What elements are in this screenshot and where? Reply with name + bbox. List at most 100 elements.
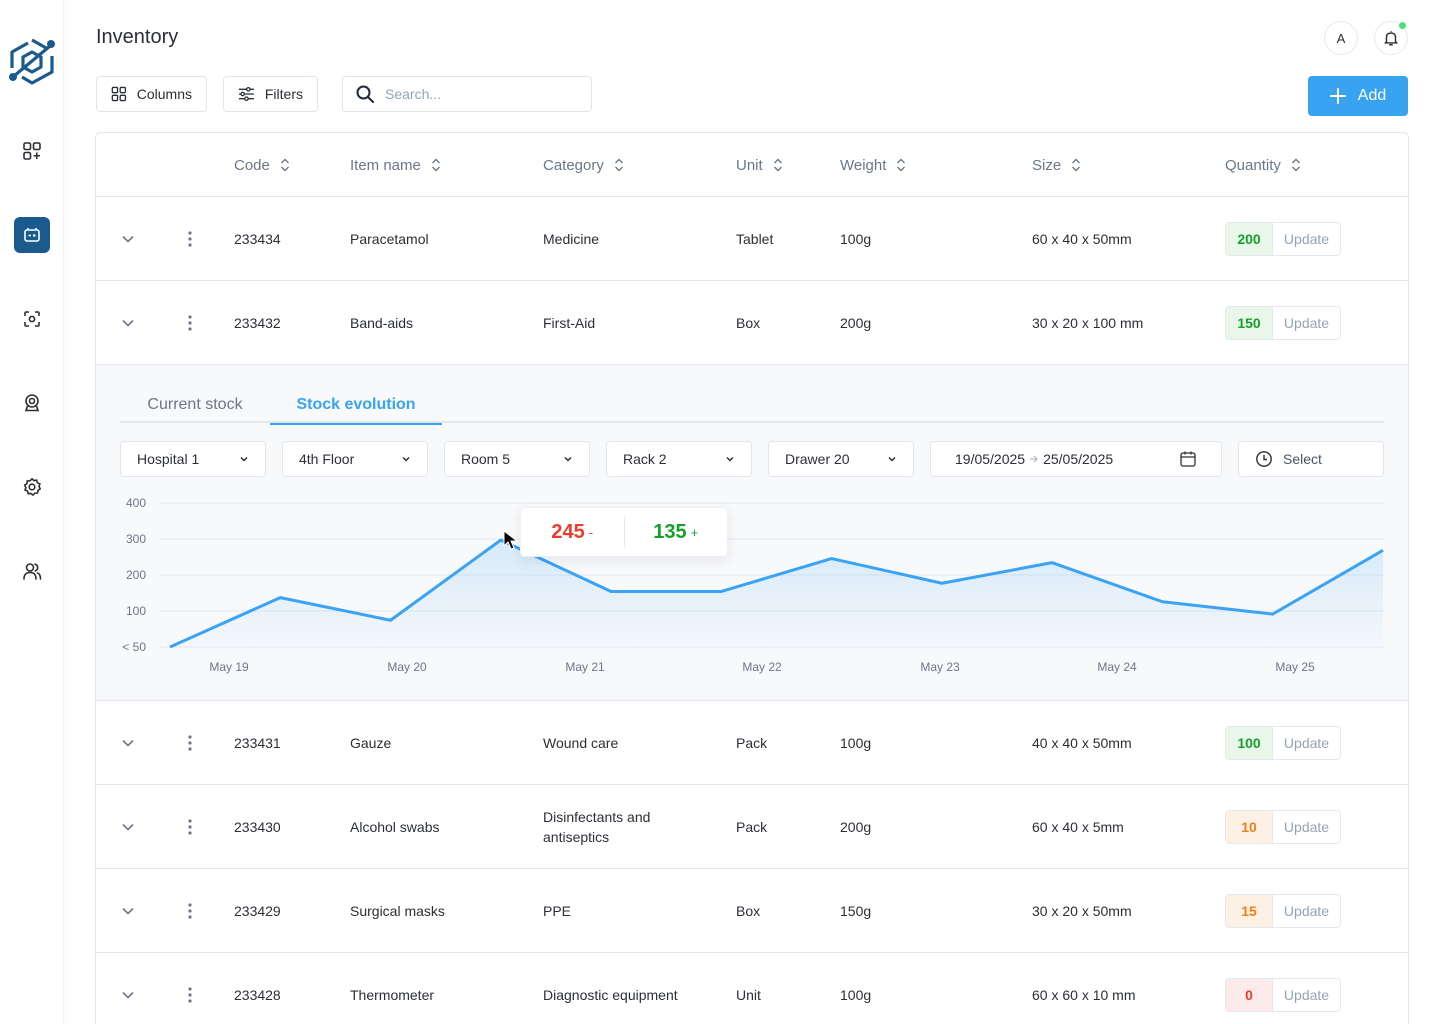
table-row[interactable]: 233429 Surgical masks PPE Box 150g 30 x … (96, 869, 1408, 953)
table-row[interactable]: 233431 Gauze Wound care Pack 100g 40 x 4… (96, 701, 1408, 785)
update-button[interactable]: Update (1272, 307, 1340, 339)
logo-icon[interactable] (8, 36, 56, 86)
tab-current-stock[interactable]: Current stock (147, 396, 243, 413)
expand-row-button[interactable] (120, 869, 136, 952)
stock-in-sign: + (690, 524, 699, 540)
stock-out-value: 245 (551, 520, 585, 543)
tab-stock-evolution[interactable]: Stock evolution (270, 387, 442, 425)
more-vertical-icon (188, 230, 192, 247)
cell-code: 233428 (234, 986, 281, 1003)
update-button[interactable]: Update (1272, 895, 1340, 927)
columns-button[interactable]: Columns (96, 76, 207, 112)
y-tick: 300 (125, 532, 146, 546)
cell-code: 233431 (234, 734, 281, 751)
stock-out: 245 - (521, 521, 624, 544)
row-menu-button[interactable] (188, 197, 196, 280)
expand-row-button[interactable] (120, 701, 136, 784)
sliders-icon (238, 86, 254, 102)
quantity-control: 0 Update (1225, 978, 1341, 1012)
cell-unit: Tablet (736, 230, 774, 247)
sidebar-item-users[interactable] (14, 553, 50, 589)
update-button[interactable]: Update (1272, 811, 1340, 843)
arrow-right-icon (1030, 455, 1038, 463)
table-row[interactable]: 233428 Thermometer Diagnostic equipment … (96, 953, 1408, 1024)
x-tick: May 20 (387, 660, 427, 674)
room-select[interactable]: Room 5 (444, 441, 590, 477)
update-button[interactable]: Update (1272, 223, 1340, 255)
column-header-code[interactable]: Code (234, 133, 290, 197)
chevron-down-icon (122, 991, 134, 999)
sort-icon (773, 158, 782, 172)
sidebar-item-camera[interactable] (14, 385, 50, 421)
sort-icon (280, 158, 289, 172)
column-label: Unit (736, 156, 763, 174)
cell-weight: 200g (840, 818, 872, 835)
quantity-badge: 200 (1226, 223, 1272, 255)
scan-icon (24, 311, 40, 327)
row-menu-button[interactable] (188, 281, 196, 364)
quantity-control: 150 Update (1225, 306, 1341, 340)
cell-unit: Box (736, 902, 761, 919)
expand-row-button[interactable] (120, 785, 136, 868)
cell-item-name: Alcohol swabs (350, 818, 440, 835)
column-header-weight[interactable]: Weight (840, 133, 906, 197)
date-from: 19/05/2025 (955, 451, 1026, 467)
plus-icon (1329, 88, 1346, 104)
quantity-control: 100 Update (1225, 726, 1341, 760)
cell-category: Diagnostic equipment (543, 986, 678, 1003)
row-menu-button[interactable] (188, 701, 196, 784)
update-button[interactable]: Update (1272, 727, 1340, 759)
table-row[interactable]: 233430 Alcohol swabs Disinfectants and a… (96, 785, 1408, 869)
clock-icon (1256, 451, 1272, 467)
column-header-quantity[interactable]: Quantity (1225, 133, 1301, 197)
chevron-down-icon (402, 456, 410, 462)
row-menu-button[interactable] (188, 785, 196, 868)
add-button[interactable]: Add (1308, 76, 1408, 116)
stock-in-value: 135 (653, 520, 687, 543)
sidebar-item-dashboard[interactable] (14, 133, 50, 169)
y-tick: < 50 (122, 640, 146, 654)
expand-row-button[interactable] (120, 197, 136, 280)
quantity-badge: 15 (1226, 895, 1272, 927)
table-row[interactable]: 233432 Band-aids First-Aid Box 200g 30 x… (96, 281, 1408, 365)
x-tick: May 25 (1275, 660, 1315, 674)
date-range-picker[interactable]: 19/05/2025 25/05/2025 (930, 441, 1222, 477)
header-actions: A (1324, 21, 1408, 55)
expand-row-button[interactable] (120, 953, 136, 1024)
sidebar-item-inventory[interactable] (14, 217, 50, 253)
quantity-badge: 0 (1226, 979, 1272, 1011)
column-header-unit[interactable]: Unit (736, 133, 783, 197)
avatar[interactable]: A (1324, 21, 1358, 55)
chevron-down-icon (122, 319, 134, 327)
rack-select[interactable]: Rack 2 (606, 441, 752, 477)
time-select[interactable]: Select (1238, 441, 1384, 477)
cell-unit: Box (736, 314, 761, 331)
hospital-select[interactable]: Hospital 1 (120, 441, 266, 477)
stock-details-panel: Current stock Stock evolution Hospital 1… (96, 365, 1408, 701)
table-row[interactable]: 233434 Paracetamol Medicine Tablet 100g … (96, 197, 1408, 281)
x-tick: May 19 (209, 660, 249, 674)
sort-icon (614, 158, 623, 172)
column-header-category[interactable]: Category (543, 133, 624, 197)
update-button[interactable]: Update (1272, 979, 1340, 1011)
row-menu-button[interactable] (188, 953, 196, 1024)
filters-button[interactable]: Filters (223, 76, 318, 112)
gear-icon (23, 477, 42, 497)
column-header-size[interactable]: Size (1032, 133, 1081, 197)
expand-row-button[interactable] (120, 281, 136, 364)
column-header-item-name[interactable]: Item name (350, 133, 441, 197)
column-label: Category (543, 156, 604, 174)
cell-category: Wound care (543, 734, 619, 751)
x-tick: May 23 (920, 660, 960, 674)
more-vertical-icon (188, 902, 192, 919)
sidebar-item-scan[interactable] (14, 301, 50, 337)
search-input[interactable] (385, 86, 575, 102)
row-menu-button[interactable] (188, 869, 196, 952)
chart-tooltip: 245 - 135 + (520, 507, 728, 557)
room-value: Room 5 (461, 451, 511, 467)
drawer-select[interactable]: Drawer 20 (768, 441, 914, 477)
notifications-button[interactable] (1374, 21, 1408, 55)
sidebar-item-settings[interactable] (14, 469, 50, 505)
floor-select[interactable]: 4th Floor (282, 441, 428, 477)
columns-grid-icon (111, 86, 127, 102)
